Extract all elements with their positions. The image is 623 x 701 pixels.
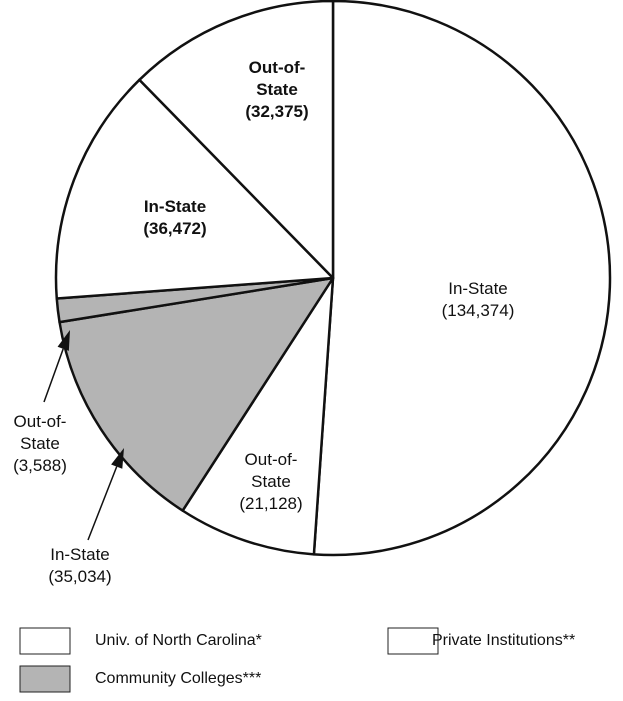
pie-slice	[312, 0, 612, 557]
slice-value-label: (134,374)	[441, 301, 515, 320]
slice-value-label: (21,128)	[239, 494, 303, 513]
slice-name: Out-of-State	[13, 412, 67, 453]
callout-arrowhead	[57, 330, 70, 351]
slice-name: In-State	[143, 197, 207, 216]
legend-label: Univ. of North Carolina*	[95, 632, 262, 649]
pie-slice	[54, 78, 335, 300]
slice-name: Out-of-State	[248, 58, 306, 99]
legend-swatch	[19, 665, 71, 693]
slice-label: Out-of-State (32,375)	[232, 57, 322, 123]
slice-label: Out-of-State (21,128)	[231, 449, 311, 515]
callout-line	[43, 348, 64, 403]
slice-name: Out-of-State	[244, 450, 298, 491]
legend-swatch	[19, 627, 71, 655]
slice-value-label: (36,472)	[143, 219, 207, 238]
slice-value-label: (3,588)	[13, 456, 67, 475]
slice-label: In-State (36,472)	[125, 196, 225, 240]
pie-slice	[181, 276, 335, 556]
callout-arrowhead	[111, 448, 124, 469]
slice-name: In-State	[50, 545, 110, 564]
legend-label: Community Colleges***	[95, 670, 262, 687]
slice-label: Out-of-State (3,588)	[5, 411, 75, 477]
slice-label: In-State (134,374)	[423, 278, 533, 322]
pie-slice	[138, 0, 335, 280]
slice-label: In-State (35,034)	[30, 544, 130, 588]
callout-line	[87, 466, 118, 541]
slice-name: In-State	[448, 279, 508, 298]
legend-swatch	[387, 627, 439, 655]
slice-value-label: (35,034)	[48, 567, 112, 586]
slice-value-label: (32,375)	[245, 102, 309, 121]
legend-label: Private Institutions**	[432, 632, 576, 649]
